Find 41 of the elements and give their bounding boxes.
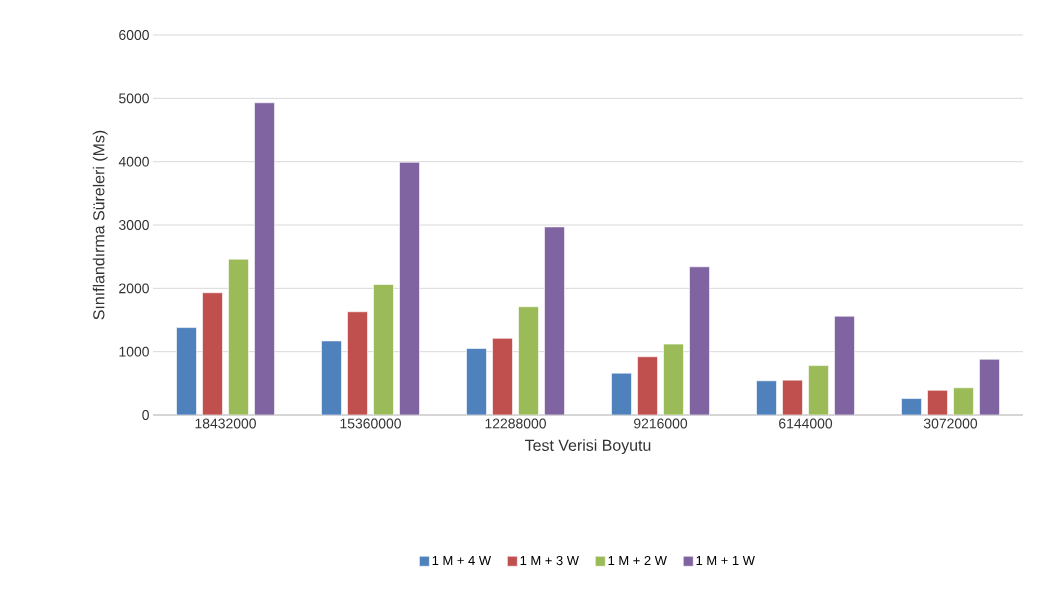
bar: [689, 266, 710, 415]
bar: [979, 358, 1000, 415]
bar: [637, 356, 658, 415]
legend-label: 1 M + 1 W: [696, 556, 755, 565]
bar: [321, 340, 342, 415]
x-tick-label: 12288000: [485, 418, 546, 429]
legend-label: 1 M + 3 W: [520, 555, 579, 566]
legend-label: 1 M + 2 W: [608, 555, 667, 566]
x-tick-label: 3072000: [923, 418, 978, 429]
y-axis-title: Sınıflandırma Süreleri (Ms): [92, 130, 108, 320]
bar: [544, 226, 565, 415]
bar: [347, 311, 368, 415]
bar: [518, 306, 539, 415]
bar: [953, 387, 974, 415]
bar: [782, 379, 803, 415]
y-tick-label: 1000: [119, 346, 149, 357]
x-tick-label: 6144000: [779, 418, 833, 429]
x-tick-label: 9216000: [634, 418, 688, 429]
bar: [373, 284, 394, 415]
bar: [254, 102, 275, 415]
x-axis-title: Test Verisi Boyutu: [525, 439, 651, 455]
y-tick-label: 0: [142, 410, 149, 420]
bar: [756, 380, 777, 415]
bar: [466, 348, 487, 415]
x-tick-label: 18432000: [195, 418, 256, 429]
bar: [228, 258, 249, 415]
legend-label: 1 M + 4 W: [432, 556, 491, 565]
bar: [399, 162, 420, 415]
y-tick-label: 2000: [119, 283, 149, 294]
bar: [834, 315, 855, 415]
y-tick-label: 5000: [119, 93, 149, 104]
y-tick-label: 3000: [118, 220, 149, 230]
bar: [202, 292, 223, 415]
bar: [663, 343, 684, 415]
x-tick-label: 15360000: [340, 418, 401, 429]
bar: [808, 365, 829, 415]
y-tick-label: 6000: [119, 30, 149, 40]
bar: [492, 338, 513, 415]
y-tick-label: 4000: [118, 156, 149, 167]
bar: [611, 372, 632, 415]
bar: [176, 327, 197, 415]
